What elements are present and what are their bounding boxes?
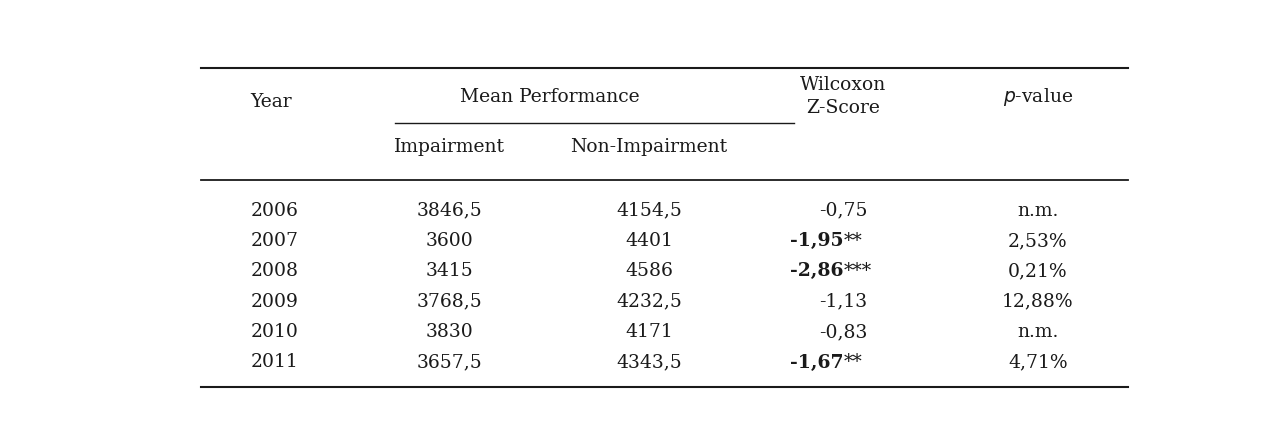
Text: -2,86: -2,86 [790, 263, 844, 280]
Text: 4586: 4586 [625, 263, 673, 280]
Text: 4171: 4171 [625, 323, 673, 341]
Text: 2008: 2008 [251, 263, 298, 280]
Text: 2007: 2007 [251, 232, 298, 250]
Text: 2006: 2006 [251, 202, 298, 220]
Text: **: ** [844, 232, 862, 250]
Text: Mean Performance: Mean Performance [459, 88, 639, 106]
Text: 0,21%: 0,21% [1008, 263, 1067, 280]
Text: 2011: 2011 [251, 353, 298, 371]
Text: ***: *** [844, 263, 872, 280]
Text: Impairment: Impairment [395, 138, 505, 156]
Text: 2,53%: 2,53% [1008, 232, 1067, 250]
Text: Wilcoxon
Z-Score: Wilcoxon Z-Score [800, 77, 886, 117]
Text: n.m.: n.m. [1017, 202, 1058, 220]
Text: $p$-value: $p$-value [1003, 86, 1073, 108]
Text: 3830: 3830 [426, 323, 473, 341]
Text: 4154,5: 4154,5 [616, 202, 682, 220]
Text: -0,75: -0,75 [819, 202, 868, 220]
Text: 3600: 3600 [426, 232, 473, 250]
Text: 4,71%: 4,71% [1008, 353, 1067, 371]
Text: 3846,5: 3846,5 [417, 202, 482, 220]
Text: -1,13: -1,13 [819, 293, 868, 311]
Text: 4401: 4401 [625, 232, 673, 250]
Text: 2010: 2010 [251, 323, 298, 341]
Text: **: ** [844, 353, 862, 371]
Text: Year: Year [251, 93, 292, 111]
Text: Non-Impairment: Non-Impairment [571, 138, 728, 156]
Text: -1,95: -1,95 [790, 232, 844, 250]
Text: n.m.: n.m. [1017, 323, 1058, 341]
Text: -0,83: -0,83 [819, 323, 868, 341]
Text: 4343,5: 4343,5 [616, 353, 682, 371]
Text: 12,88%: 12,88% [1002, 293, 1074, 311]
Text: 3415: 3415 [426, 263, 473, 280]
Text: 3657,5: 3657,5 [417, 353, 482, 371]
Text: 4232,5: 4232,5 [616, 293, 682, 311]
Text: -1,67: -1,67 [790, 353, 844, 371]
Text: 3768,5: 3768,5 [417, 293, 482, 311]
Text: 2009: 2009 [251, 293, 298, 311]
